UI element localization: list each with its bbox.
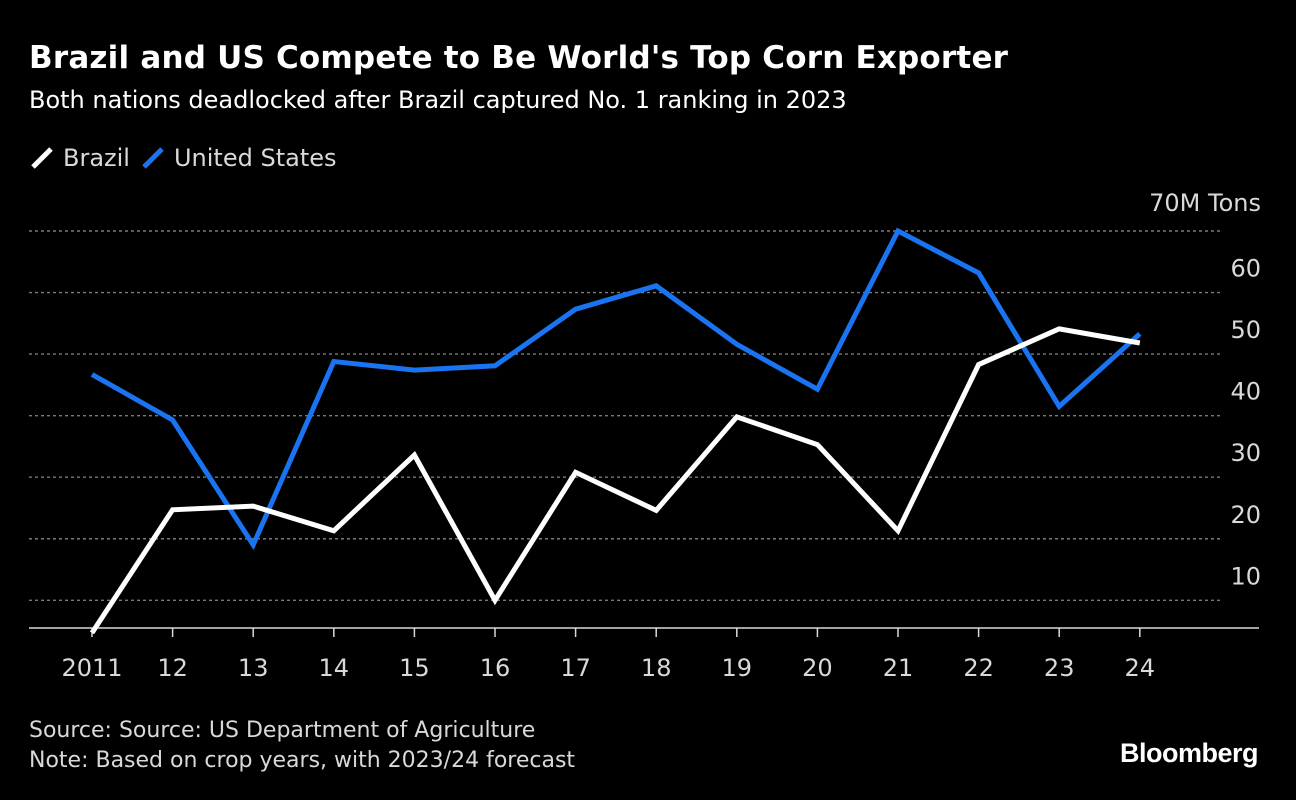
x-tick-label-21: 21: [883, 654, 914, 682]
y-tick-label-10: 10: [1230, 562, 1261, 590]
series-line-brazil: [89, 326, 1141, 635]
source-note: Source: Source: US Department of Agricul…: [29, 718, 536, 743]
y-unit-label: 70M Tons: [1149, 189, 1261, 217]
x-tick-label-18: 18: [641, 654, 672, 682]
y-tick-label-40: 40: [1230, 378, 1261, 406]
y-tick-label-50: 50: [1230, 316, 1261, 344]
y-tick-label-20: 20: [1230, 501, 1261, 529]
x-tick-label-2011: 2011: [61, 654, 122, 682]
legend-swatch-brazil-icon: [31, 147, 53, 169]
x-tick-label-15: 15: [399, 654, 430, 682]
footer: Source: Source: US Department of Agricul…: [29, 716, 575, 776]
x-tick-label-14: 14: [319, 654, 350, 682]
legend-label-brazil: Brazil: [63, 144, 130, 172]
chart-title: Brazil and US Compete to Be World's Top …: [29, 40, 1009, 76]
legend-item-brazil: Brazil: [29, 144, 130, 172]
y-tick-label-60: 60: [1230, 255, 1261, 283]
x-tick-label-23: 23: [1044, 654, 1075, 682]
x-tick-label-22: 22: [963, 654, 994, 682]
legend-swatch-united-states-icon: [142, 147, 164, 169]
x-tick-label-13: 13: [238, 654, 269, 682]
x-tick-label-16: 16: [480, 654, 511, 682]
x-tick-label-20: 20: [802, 654, 833, 682]
chart-subtitle: Both nations deadlocked after Brazil cap…: [29, 86, 847, 114]
x-tick-label-17: 17: [560, 654, 591, 682]
bloomberg-logo: Bloomberg: [1119, 738, 1259, 768]
legend: Brazil United States: [29, 142, 347, 174]
y-tick-label-30: 30: [1230, 439, 1261, 467]
legend-label-united-states: United States: [173, 144, 337, 172]
x-tick-label-24: 24: [1125, 654, 1156, 682]
legend-item-united-states: United States: [140, 144, 337, 172]
crop-year-note: Note: Based on crop years, with 2023/24 …: [29, 748, 576, 773]
series-line-united-states: [90, 227, 1142, 551]
x-tick-label-19: 19: [722, 654, 753, 682]
x-tick-label-12: 12: [157, 654, 188, 682]
